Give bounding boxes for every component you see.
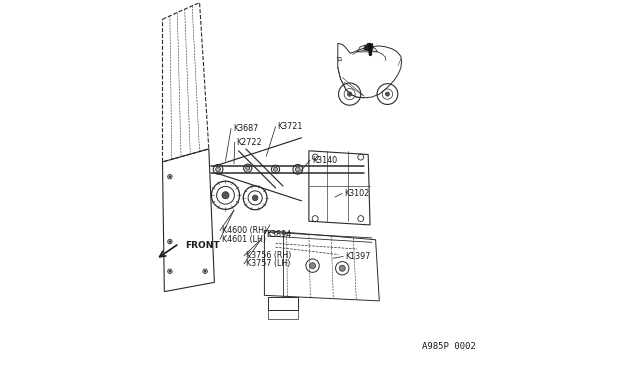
Text: K3757 (LH): K3757 (LH)	[246, 259, 291, 268]
Circle shape	[273, 167, 278, 171]
Polygon shape	[364, 44, 374, 50]
Text: K1397: K1397	[345, 252, 371, 261]
Text: K3894: K3894	[266, 230, 291, 239]
Text: K4600 (RH): K4600 (RH)	[222, 226, 267, 235]
Circle shape	[246, 166, 250, 170]
Circle shape	[169, 270, 171, 272]
Text: K3756 (RH): K3756 (RH)	[246, 251, 291, 260]
Circle shape	[222, 192, 229, 199]
Text: A985P 0002: A985P 0002	[422, 342, 476, 351]
Circle shape	[216, 167, 221, 172]
Circle shape	[385, 92, 390, 96]
Circle shape	[169, 176, 171, 178]
Text: K3102: K3102	[344, 189, 369, 198]
Text: K4601 (LH): K4601 (LH)	[222, 235, 266, 244]
Text: FRONT: FRONT	[185, 241, 220, 250]
Circle shape	[310, 263, 316, 269]
Circle shape	[252, 195, 258, 201]
Circle shape	[339, 265, 345, 271]
Text: K3687: K3687	[233, 124, 258, 133]
Text: K2722: K2722	[237, 138, 262, 147]
Circle shape	[204, 270, 206, 272]
Circle shape	[169, 241, 171, 243]
Circle shape	[295, 167, 300, 172]
Text: K3140: K3140	[312, 155, 337, 164]
Text: K3721: K3721	[277, 122, 303, 131]
Circle shape	[348, 92, 352, 96]
